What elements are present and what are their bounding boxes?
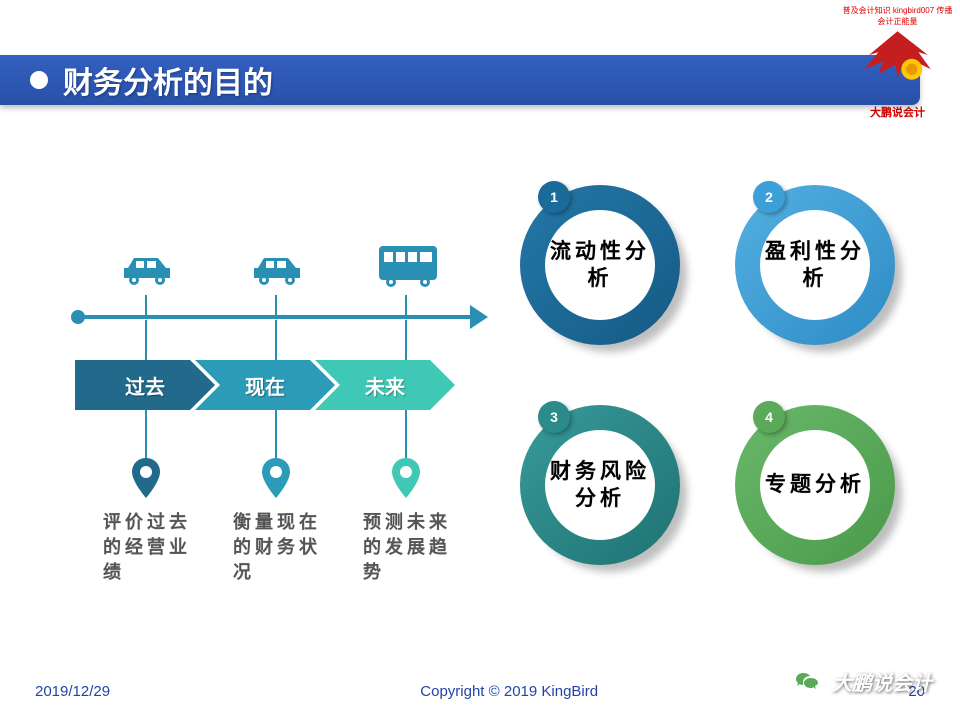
- chevron-future: 未来: [315, 360, 455, 410]
- timeline-tick: [405, 295, 407, 315]
- ring-badge: 4: [753, 401, 785, 433]
- ring-badge: 1: [538, 181, 570, 213]
- brand-logo: 普及会计知识 kingbird007 传播会计正能量 大鹏说会计: [840, 5, 955, 125]
- timeline-desc-future: 预测未来的发展趋势: [363, 510, 463, 586]
- chevron-label: 现在: [245, 371, 285, 400]
- ring-badge: 2: [753, 181, 785, 213]
- wechat-icon: [790, 664, 824, 698]
- chevron-label: 未来: [365, 371, 405, 400]
- map-pin-icon: [131, 458, 161, 498]
- car-icon: [250, 250, 305, 288]
- map-pin-icon: [391, 458, 421, 498]
- timeline-tick: [145, 295, 147, 315]
- ring-liquidity: 流动性分析 1: [520, 185, 690, 355]
- ring-special: 专题分析 4: [735, 405, 905, 575]
- chevron-row: 过去 现在 未来: [75, 360, 485, 410]
- bus-icon: [375, 240, 443, 290]
- header-bullet-icon: [30, 71, 48, 89]
- watermark-text: 大鹏说会计: [832, 667, 932, 696]
- timeline-desc-present: 衡量现在的财务状况: [233, 510, 333, 586]
- header-bar: 财务分析的目的: [0, 55, 920, 105]
- rings-section: 流动性分析 1 盈利性分析 2 财务风险分析 3 专题分析 4: [510, 185, 940, 625]
- ring-label: 专题分析: [760, 430, 870, 540]
- ring-label: 盈利性分析: [760, 210, 870, 320]
- eagle-icon: [850, 20, 945, 90]
- chevron-present: 现在: [195, 360, 335, 410]
- ring-label: 财务风险分析: [545, 430, 655, 540]
- ring-profitability: 盈利性分析 2: [735, 185, 905, 355]
- logo-bottom-text: 大鹏说会计: [840, 104, 955, 120]
- ring-badge: 3: [538, 401, 570, 433]
- timeline-axis: [75, 315, 475, 319]
- chevron-past: 过去: [75, 360, 215, 410]
- ring-risk: 财务风险分析 3: [520, 405, 690, 575]
- timeline-tick: [275, 295, 277, 315]
- car-icon: [120, 250, 175, 288]
- footer-copyright: Copyright © 2019 KingBird: [420, 683, 598, 700]
- timeline-section: 过去 现在 未来 评价过去的经营业绩 衡量现在的财务状况 预测未来的发展趋势: [75, 240, 495, 620]
- ring-label: 流动性分析: [545, 210, 655, 320]
- footer-date: 2019/12/29: [35, 683, 110, 700]
- timeline-arrow-icon: [470, 305, 488, 329]
- watermark: 大鹏说会计: [790, 664, 932, 698]
- chevron-label: 过去: [125, 371, 165, 400]
- page-title: 财务分析的目的: [63, 58, 273, 102]
- timeline-desc-past: 评价过去的经营业绩: [103, 510, 203, 586]
- map-pin-icon: [261, 458, 291, 498]
